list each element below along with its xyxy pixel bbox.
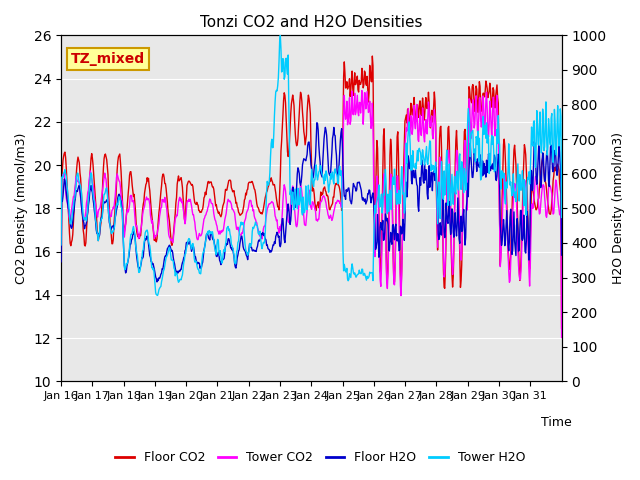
Title: Tonzi CO2 and H2O Densities: Tonzi CO2 and H2O Densities [200,15,422,30]
Y-axis label: CO2 Density (mmol/m3): CO2 Density (mmol/m3) [15,132,28,284]
X-axis label: Time: Time [541,416,572,429]
Legend: Floor CO2, Tower CO2, Floor H2O, Tower H2O: Floor CO2, Tower CO2, Floor H2O, Tower H… [109,446,531,469]
Y-axis label: H2O Density (mmol/m3): H2O Density (mmol/m3) [612,132,625,284]
Text: TZ_mixed: TZ_mixed [71,52,145,66]
